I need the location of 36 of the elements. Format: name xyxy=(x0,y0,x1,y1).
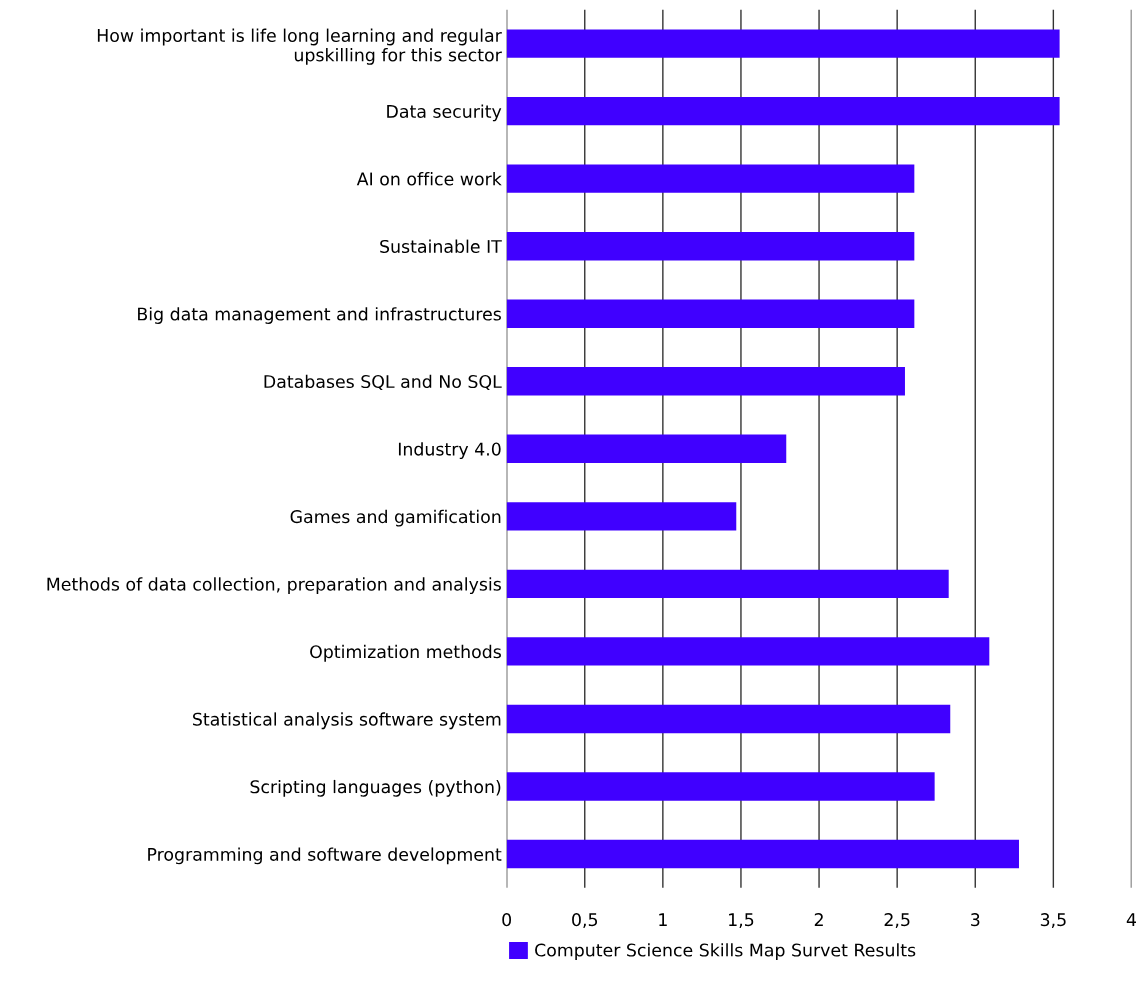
bar xyxy=(506,434,787,463)
y-tick-label: Databases SQL and No SQL xyxy=(264,374,502,391)
y-tick-label: Programming and software development xyxy=(148,847,502,865)
bar xyxy=(506,569,949,599)
bar xyxy=(506,96,1060,126)
y-tick-label: Statistical analysis software system xyxy=(193,712,501,730)
x-tick-label: 2 xyxy=(814,913,823,926)
x-tick-label: 1,5 xyxy=(729,913,754,929)
y-tick-label: Industry 4.0 xyxy=(398,442,501,460)
y-tick-label: Optimization methods xyxy=(310,644,501,662)
bar xyxy=(506,164,915,193)
x-tick-label: 0 xyxy=(502,913,512,927)
y-tick-label: Big data management and infrastructures xyxy=(138,307,501,324)
bar xyxy=(506,502,737,531)
bar xyxy=(506,772,935,801)
bar xyxy=(506,29,1060,58)
y-tick-label: AI on office work xyxy=(356,172,502,186)
x-tick-label: 4 xyxy=(1126,913,1136,926)
y-tick-label: Methods of data collection, preparation and analysis xyxy=(47,577,501,595)
bar xyxy=(506,704,951,734)
y-tick-label: Games and gamification xyxy=(290,509,501,527)
y-tick-label: Sustainable IT xyxy=(380,239,502,254)
y-tick-label: Data security xyxy=(387,104,502,122)
bar xyxy=(506,367,905,396)
bar xyxy=(506,232,915,261)
y-tick-label: Scripting languages (python) xyxy=(250,779,501,797)
x-tick-label: 3,5 xyxy=(1040,913,1066,929)
x-tick-label: 3 xyxy=(971,913,980,927)
legend-label: Computer Science Skills Map Survet Results xyxy=(535,943,916,960)
bar xyxy=(506,299,915,328)
x-tick-label: 0,5 xyxy=(572,913,598,929)
x-tick-label: 2,5 xyxy=(884,913,910,929)
bar xyxy=(506,839,1019,869)
bar xyxy=(506,637,990,666)
y-tick-label: How important is life long learning and regular upskilling for this sector xyxy=(97,28,502,65)
x-tick-label: 1 xyxy=(659,913,667,926)
